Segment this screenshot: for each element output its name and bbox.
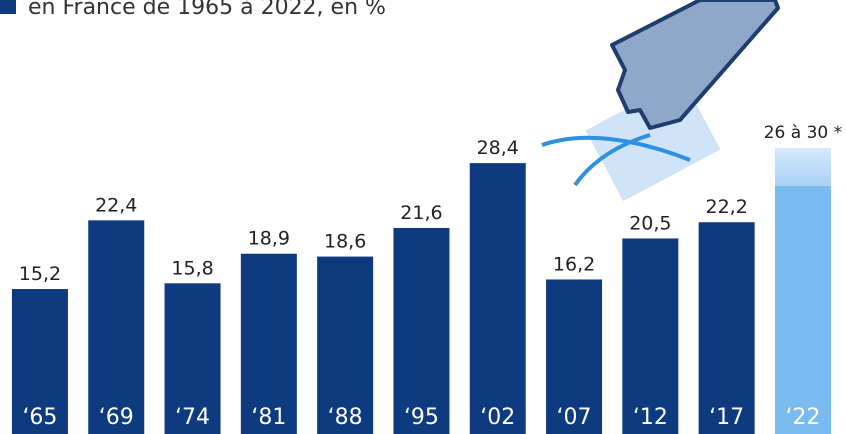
chart: en France de 1965 à 2022, en % 15,2 ‘65 22…	[0, 0, 846, 434]
ballot-illustration	[542, 0, 778, 201]
value-label: 15,2	[19, 263, 61, 285]
value-label: 16,2	[553, 253, 595, 275]
value-label: 21,6	[400, 202, 442, 224]
x-tick-label: ‘95	[404, 405, 439, 430]
bar	[699, 222, 755, 434]
x-tick-label: ‘65	[22, 405, 57, 430]
bar	[470, 163, 526, 434]
x-tick-label: ‘17	[709, 405, 744, 430]
x-tick-label: ‘88	[328, 405, 363, 430]
x-tick-label: ‘69	[99, 405, 134, 430]
estimate-bar	[775, 186, 831, 434]
value-label: 28,4	[477, 137, 519, 159]
estimate-range	[775, 148, 831, 186]
x-tick-label: ‘81	[251, 405, 286, 430]
value-label: 18,6	[324, 231, 366, 253]
value-label: 15,8	[171, 257, 213, 279]
bar	[88, 220, 144, 434]
legend-text: en France de 1965 à 2022, en %	[28, 0, 386, 20]
x-tick-label: ‘74	[175, 405, 210, 430]
value-label: 20,5	[629, 212, 671, 234]
bar	[393, 228, 449, 434]
x-tick-label: ‘12	[633, 405, 668, 430]
x-tick-label: ‘02	[480, 405, 515, 430]
legend-swatch	[0, 0, 16, 14]
x-tick-label: ‘07	[557, 405, 592, 430]
value-label: 22,2	[705, 196, 747, 218]
value-label: 18,9	[248, 228, 290, 250]
value-label: 22,4	[95, 194, 137, 216]
estimate-label: 26 à 30 *	[764, 123, 842, 143]
x-tick-label: ‘22	[785, 405, 820, 430]
